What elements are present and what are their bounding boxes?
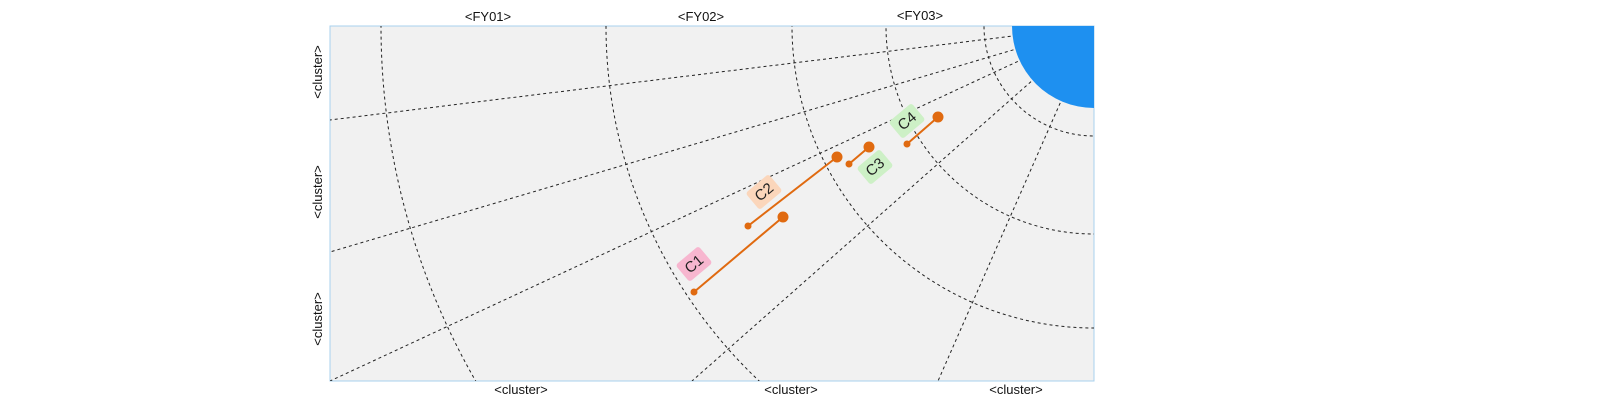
guide-lines	[330, 26, 1094, 381]
connector-c2-end	[831, 151, 843, 163]
connector-c3-end	[863, 141, 875, 153]
connector-c1-end	[777, 211, 789, 223]
left-label-2: <cluster>	[310, 165, 325, 218]
guide-ray	[330, 26, 1094, 381]
bottom-label-2: <cluster>	[764, 382, 817, 397]
connector-group	[690, 111, 944, 296]
top-label-fy02: <FY02>	[678, 9, 724, 24]
top-label-fy03: <FY03>	[897, 8, 943, 23]
bottom-label-3: <cluster>	[989, 382, 1042, 397]
connector-c2	[747, 156, 838, 227]
tag-c2-bg	[746, 175, 782, 209]
bottom-label-1: <cluster>	[494, 382, 547, 397]
connector-c1-start	[690, 288, 698, 296]
hub-circle	[1012, 26, 1094, 108]
guide-ray	[330, 26, 1094, 253]
left-label-3: <cluster>	[310, 292, 325, 345]
connector-c1	[693, 216, 784, 293]
tag-c1-bg	[676, 247, 712, 281]
connector-c4-end	[932, 111, 944, 123]
connector-c3-start	[845, 160, 853, 168]
guide-ray	[937, 26, 1094, 381]
guide-ray	[330, 26, 1094, 121]
connector-c4	[906, 116, 939, 145]
tag-c3-bg	[857, 150, 893, 184]
tag-c4-bg	[889, 104, 925, 138]
top-label-fy01: <FY01>	[465, 9, 511, 24]
connector-c4-start	[903, 140, 911, 148]
left-label-1: <cluster>	[310, 45, 325, 98]
guide-ray	[691, 26, 1094, 381]
connector-c2-start	[744, 222, 752, 230]
